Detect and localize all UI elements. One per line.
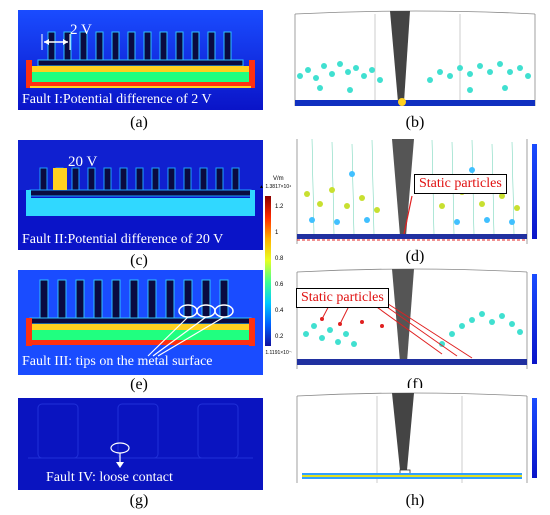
particle-plot-b: [290, 6, 545, 111]
colorbar-tick: 1.2: [275, 204, 284, 210]
colorbar-gradient: [265, 196, 271, 346]
panel-letter: (g): [129, 492, 149, 509]
field-map-g: [18, 398, 263, 490]
fault-caption: Fault II:Potential difference of 20 V: [22, 232, 224, 247]
static-particles-label: Static particles: [296, 288, 389, 308]
dimension-arrow: [41, 34, 71, 50]
trajectory-map-b: [290, 6, 545, 111]
panel-letter: (h): [405, 492, 425, 509]
fault-caption: Fault III: tips on the metal surface: [22, 354, 213, 369]
voltage-annotation: 2 V: [70, 22, 92, 38]
trajectory-map-f: [292, 264, 547, 374]
field-plot-c: 20 V Fault II:Potential difference of 20…: [18, 140, 263, 250]
panel-letter: (a): [130, 114, 148, 131]
static-particles-label: Static particles: [414, 174, 507, 194]
panel-letter: (e): [130, 376, 148, 393]
field-map-c: [18, 140, 263, 250]
colorbar-tick: 0.4: [275, 308, 284, 314]
colorbar-tick: 0.6: [275, 282, 284, 288]
fault-caption: Fault I:Potential difference of 2 V: [22, 92, 212, 107]
trajectory-map-h: [292, 388, 547, 488]
fault-caption: Fault IV: loose contact: [46, 470, 173, 485]
field-plot-g: Fault IV: loose contact: [18, 398, 263, 490]
colorbar-min: ▼ 1.1191×10⁻¹³: [259, 350, 295, 356]
field-map-a: [18, 10, 263, 110]
particle-plot-f: Static particles: [292, 264, 547, 374]
colorbar-tick: 0.8: [275, 256, 284, 262]
panel-letter: (c): [130, 252, 148, 269]
particle-plot-d: Static particles: [292, 134, 547, 249]
panel-letter: (d): [405, 248, 425, 265]
colorbar-tick: 0.2: [275, 334, 284, 340]
field-plot-e: Fault III: tips on the metal surface: [18, 270, 263, 375]
voltage-annotation: 20 V: [68, 154, 98, 170]
colorbar-unit: V/m: [273, 176, 284, 182]
colorbar: V/m ▲ 1.3817×10⁴ 1.2 1 0.8 0.6 0.4 0.2 ▼…: [259, 176, 295, 376]
particle-plot-h: [292, 388, 547, 488]
field-plot-a: 2 V Fault I:Potential difference of 2 V: [18, 10, 263, 110]
colorbar-tick: 1: [275, 230, 279, 236]
field-map-e: [18, 270, 263, 375]
panel-letter: (b): [405, 114, 425, 131]
colorbar-max: ▲ 1.3817×10⁴: [259, 184, 292, 190]
